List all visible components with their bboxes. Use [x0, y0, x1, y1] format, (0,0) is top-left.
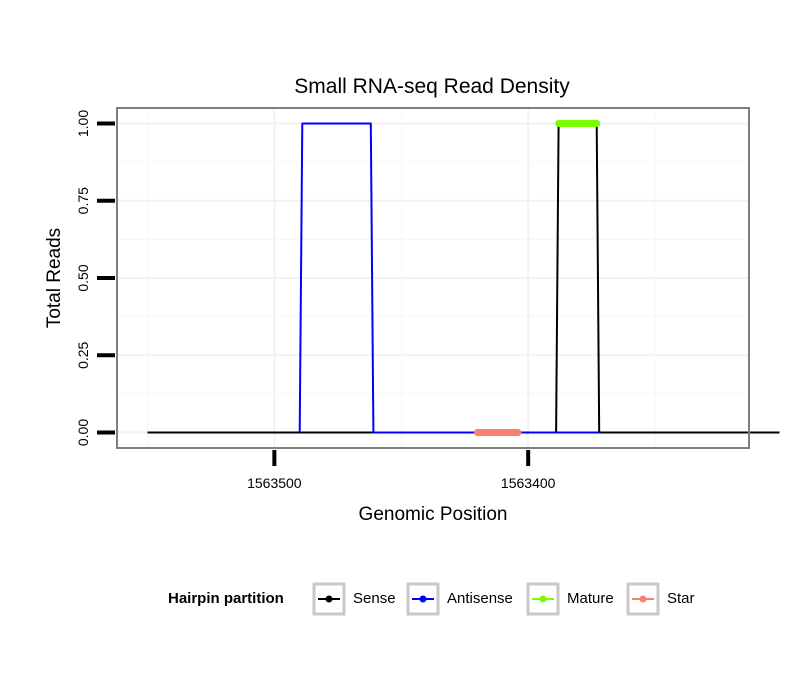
y-tick-label-1: 0.25	[75, 341, 91, 368]
x-axis-title: Genomic Position	[359, 504, 508, 525]
legend-label-mature: Mature	[567, 590, 614, 607]
legend-key-dot-antisense	[419, 595, 427, 603]
y-tick-label-4: 1.00	[75, 110, 91, 137]
legend-key-dot-star	[639, 595, 647, 603]
y-axis: 0.00 0.25 0.50 0.75 1.00	[75, 110, 115, 446]
legend-title: Hairpin partition	[168, 590, 284, 607]
legend-label-sense: Sense	[353, 590, 396, 607]
x-tick-label-0: 1563500	[247, 475, 302, 491]
y-tick-label-0: 0.00	[75, 419, 91, 446]
legend-label-antisense: Antisense	[447, 590, 513, 607]
x-axis: 1563500 1563400	[247, 450, 556, 491]
x-tick-label-1: 1563400	[501, 475, 556, 491]
legend: Hairpin partition Sense Antisense Mature St…	[168, 582, 695, 616]
series-antisense-line	[298, 122, 600, 434]
y-tick-label-3: 0.75	[75, 187, 91, 214]
legend-label-star: Star	[667, 590, 695, 607]
legend-key-dot-sense	[325, 595, 333, 603]
plot-panel-border	[116, 107, 750, 449]
chart-title: Small RNA-seq Read Density	[294, 75, 570, 98]
y-tick-label-2: 0.50	[75, 264, 91, 291]
series-layer	[147, 120, 780, 436]
legend-key-dot-mature	[539, 595, 547, 603]
grid-lines	[117, 108, 749, 448]
y-axis-title: Total Reads	[44, 228, 65, 328]
